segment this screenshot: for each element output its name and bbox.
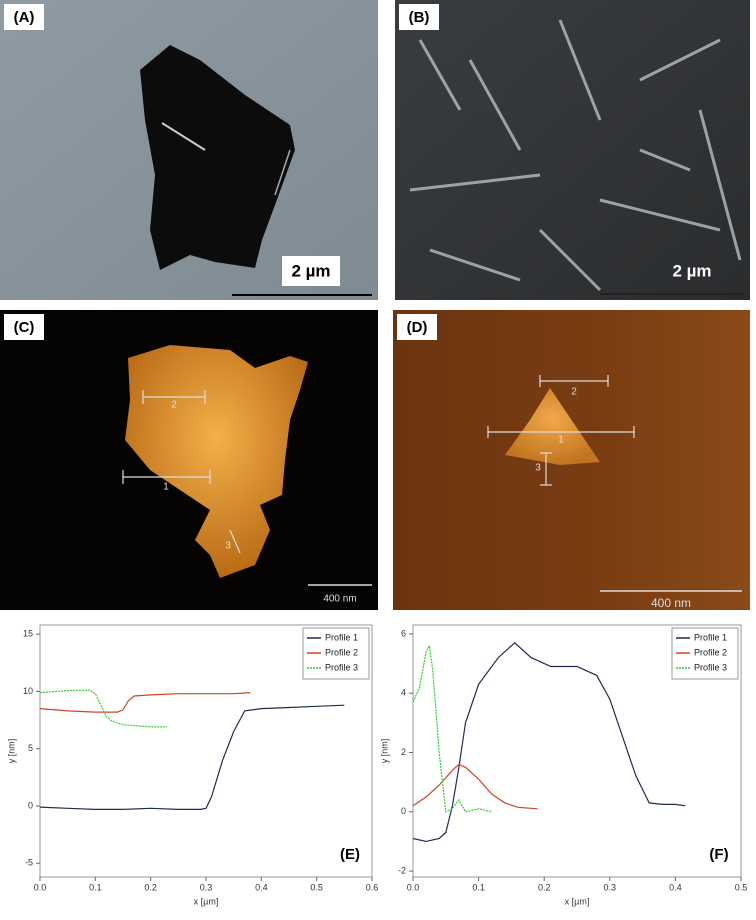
x-tick-label: 0.6 [366,882,379,892]
profile-marker: 1 [558,435,564,446]
y-axis-label: y [nm] [379,739,389,764]
panel-label: (F) [709,846,728,863]
profile-marker: 2 [571,387,577,398]
label-box [4,4,44,30]
x-tick-label: 0.3 [200,882,213,892]
panel-d: 1 2 3 (D) 400 nm [393,310,750,610]
profile-marker: 2 [171,400,177,411]
legend-label: Profile 2 [694,647,727,657]
y-tick-label: 0 [28,800,33,810]
legend-label: Profile 1 [325,632,358,642]
y-tick-label: 0 [401,806,406,816]
y-tick-label: -2 [398,865,406,875]
x-tick-label: 0.1 [472,882,485,892]
profile-marker: 3 [225,541,231,552]
y-tick-label: 6 [401,628,406,638]
data-line [39,689,168,728]
data-line [412,641,686,843]
x-tick-label: 0.0 [34,882,47,892]
panel-label: (A) [14,9,35,26]
profile-marker: 1 [163,482,169,493]
y-tick-label: 4 [401,688,406,698]
x-tick-label: 0.2 [144,882,157,892]
flake [505,388,600,465]
flake [125,345,308,578]
legend-label: Profile 2 [325,647,358,657]
data-line [39,704,345,810]
panel-label: (E) [340,846,360,863]
profile-lines [122,390,241,554]
legend-label: Profile 3 [325,662,358,672]
data-line [39,692,251,713]
profile-marker: 3 [535,463,541,474]
scale-bar-label: 2 µm [672,261,711,280]
data-line [412,763,538,810]
label-box [4,314,44,340]
x-tick-label: 0.5 [310,882,323,892]
data-line [412,643,492,813]
legend-label: Profile 3 [694,662,727,672]
panel-c: 1 2 3 (C) 400 nm [0,310,378,610]
panel-label: (C) [14,319,35,336]
panel-b: (B) 2 µm [395,0,750,300]
y-tick-label: 5 [28,743,33,753]
panel-label: (B) [409,9,430,26]
y-tick-label: 10 [23,686,33,696]
crystals [409,19,742,292]
edge [274,149,291,196]
label-box [397,314,437,340]
x-tick-label: 0.5 [735,882,748,892]
label-box [399,4,439,30]
x-tick-label: 0.1 [89,882,102,892]
panel-label: (D) [407,319,428,336]
label-box [282,256,340,286]
profile-lines [487,375,635,486]
x-axis-label: x [µm] [194,896,219,906]
edge [161,122,206,151]
y-axis-label: y [nm] [6,739,16,764]
x-tick-label: 0.3 [604,882,617,892]
x-tick-label: 0.4 [669,882,682,892]
x-axis-label: x [µm] [565,896,590,906]
y-tick-label: -5 [25,858,33,868]
legend-label: Profile 1 [694,632,727,642]
x-tick-label: 0.4 [255,882,268,892]
x-tick-label: 0.0 [407,882,420,892]
panel-a: (A) 2 µm [0,0,378,300]
flake [140,45,295,270]
y-tick-label: 2 [401,747,406,757]
scale-bar-label: 400 nm [323,594,356,605]
y-tick-label: 15 [23,629,33,639]
x-tick-label: 0.2 [538,882,551,892]
scale-bar-label: 400 nm [651,596,691,610]
scale-bar-label: 2 µm [291,261,330,280]
